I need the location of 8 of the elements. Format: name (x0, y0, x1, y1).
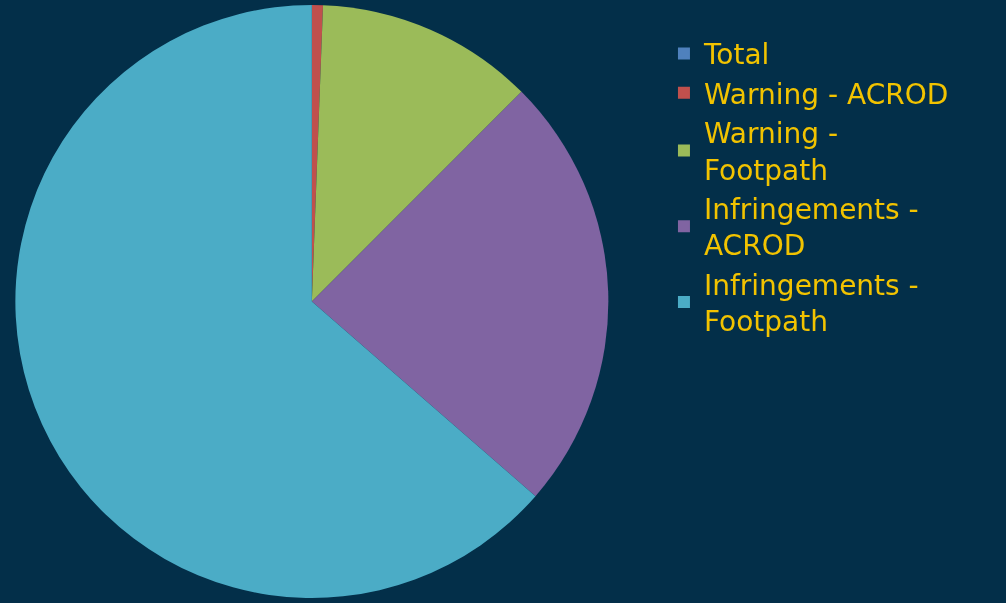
legend-label: Infringements - ACROD (703, 192, 919, 263)
legend-label: Infringements - Footpath (703, 268, 919, 339)
legend-label: Total (702, 38, 770, 72)
pie-slice (15, 5, 536, 598)
legend-label: Warning - ACROD (703, 77, 949, 111)
pie-slice (311, 5, 522, 302)
legend-label: Warning - Footpath (703, 117, 839, 187)
pie-slice (311, 91, 609, 497)
